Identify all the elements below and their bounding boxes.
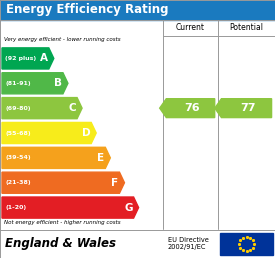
Polygon shape: [2, 73, 68, 94]
Text: (21-38): (21-38): [5, 180, 31, 185]
Text: Energy Efficiency Rating: Energy Efficiency Rating: [6, 4, 169, 17]
Text: (39-54): (39-54): [5, 155, 31, 160]
Text: B: B: [54, 78, 62, 88]
Text: 77: 77: [240, 103, 256, 113]
Text: A: A: [40, 53, 48, 63]
Text: Not energy efficient - higher running costs: Not energy efficient - higher running co…: [4, 220, 121, 225]
Bar: [0, 0, 275, 20]
Text: 2002/91/EC: 2002/91/EC: [168, 245, 207, 251]
Text: (81-91): (81-91): [5, 81, 31, 86]
Polygon shape: [2, 147, 110, 168]
Text: C: C: [68, 103, 76, 113]
Polygon shape: [2, 172, 125, 193]
Polygon shape: [2, 98, 82, 119]
Text: Current: Current: [176, 23, 205, 33]
Text: England & Wales: England & Wales: [5, 238, 116, 251]
Text: EU Directive: EU Directive: [168, 238, 209, 244]
Polygon shape: [2, 197, 139, 218]
Text: G: G: [124, 203, 133, 213]
Text: 76: 76: [184, 103, 200, 113]
Bar: [220, 233, 273, 255]
Text: Very energy efficient - lower running costs: Very energy efficient - lower running co…: [4, 37, 121, 42]
Text: F: F: [111, 178, 119, 188]
Text: (92 plus): (92 plus): [5, 56, 36, 61]
Text: D: D: [82, 128, 90, 138]
Text: Potential: Potential: [230, 23, 263, 33]
Polygon shape: [2, 123, 96, 143]
Polygon shape: [160, 99, 215, 118]
Text: E: E: [97, 153, 104, 163]
Polygon shape: [2, 48, 54, 69]
Text: (1-20): (1-20): [5, 205, 26, 210]
Bar: [0, 230, 275, 258]
Text: (69-80): (69-80): [5, 106, 31, 111]
Bar: [0, 20, 275, 230]
Text: (55-68): (55-68): [5, 131, 31, 135]
Polygon shape: [215, 99, 272, 118]
